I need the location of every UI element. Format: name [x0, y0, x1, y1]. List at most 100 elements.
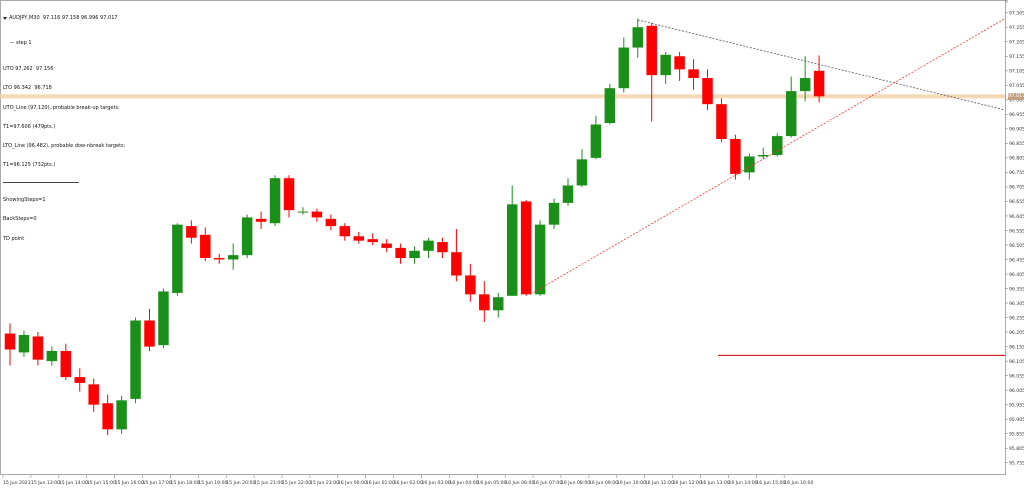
candlestick-series — [4, 18, 1005, 436]
bull-candle — [506, 204, 518, 296]
bull-candle — [493, 297, 504, 311]
price-tick-label: 95.755 — [1009, 461, 1024, 467]
time-tick-label: 16 Jun 01:00 — [366, 480, 395, 486]
price-tick-label: 96.305 — [1009, 301, 1024, 307]
time-tick-label: 15 Jun 14:00 — [59, 480, 88, 486]
bull-candle — [548, 202, 560, 225]
bear-candle — [451, 252, 462, 276]
price-tick-label: 96.655 — [1009, 199, 1024, 205]
info-line: ShowingSteps=1 — [3, 197, 46, 204]
symbol-quote: AUDJPY,M30 97.116 97.158 96.996 97.017 — [9, 14, 118, 21]
bear-candle — [325, 218, 337, 227]
bull-candle — [632, 27, 643, 48]
info-line: UTO_Line (97.120), probable break-up tar… — [3, 104, 120, 111]
time-tick-label: 15 Jun 20:00 — [226, 480, 255, 486]
price-axis[interactable]: 97.305 97.255 97.205 97.155 97.105 97.055 97.0… — [1005, 11, 1024, 467]
triangle-down-icon[interactable] — [3, 16, 7, 20]
price-tick-label: 97.305 — [1009, 11, 1024, 17]
time-tick-label: 16 Jun 05:00 — [477, 480, 506, 486]
bear-candle — [437, 242, 448, 253]
bear-candle — [88, 384, 99, 405]
price-tick-label: 96.555 — [1009, 228, 1024, 234]
bear-candle — [186, 226, 197, 238]
bear-candle — [255, 218, 267, 222]
bear-candle — [730, 139, 741, 174]
bull-candle — [269, 178, 281, 224]
info-line: T1=97.606 (479pts.) — [3, 123, 56, 130]
current-price-label: 97.017 — [1008, 92, 1024, 100]
price-tick-label: 96.205 — [1009, 330, 1024, 336]
price-tick-label: 95.805 — [1009, 446, 1024, 452]
price-tick-label: 96.905 — [1009, 127, 1024, 133]
time-tick-label: 16 Jun 12:00 — [673, 480, 702, 486]
time-tick-label: 15 Jun 17:00 — [143, 480, 172, 486]
price-tick-label: 97.155 — [1009, 54, 1024, 60]
price-tick-label: 95.855 — [1009, 432, 1024, 438]
price-tick-label: 96.605 — [1009, 214, 1024, 220]
chart-frame — [0, 0, 1006, 475]
bull-candle — [772, 136, 783, 155]
bear-candle — [674, 56, 685, 70]
time-tick-label: 16 Jun 03:00 — [422, 480, 451, 486]
bear-candle — [395, 247, 406, 259]
price-tick-label: 96.005 — [1009, 388, 1024, 394]
bear-candle — [702, 78, 713, 105]
bear-candle — [646, 25, 657, 76]
time-tick-label: 16 Jun 10:00 — [617, 480, 646, 486]
time-tick-label: 16 Jun 16:00 — [784, 480, 813, 486]
bull-candle — [744, 156, 755, 173]
bull-candle — [46, 350, 58, 362]
bear-candle — [283, 178, 295, 211]
price-tick-label: 97.255 — [1009, 25, 1024, 31]
price-tick-label: 96.055 — [1009, 373, 1024, 379]
bear-candle — [32, 336, 44, 360]
indicator-name-row: — step 1 — [3, 34, 125, 53]
time-tick-label: 15 Jun 2023 — [3, 480, 31, 486]
bull-candle — [423, 240, 434, 251]
price-tick-label: 96.705 — [1009, 185, 1024, 191]
time-tick-label: 15 Jun 23:00 — [310, 480, 339, 486]
time-tick-label: 16 Jun 06:00 — [505, 480, 534, 486]
bear-candle — [353, 236, 364, 241]
time-tick-label: 16 Jun 04:00 — [449, 480, 478, 486]
info-line: LTO_Line (96.482), probable dow-nbreak t… — [3, 142, 126, 149]
price-tick-label: 97.105 — [1009, 69, 1024, 75]
bull-candle — [660, 54, 671, 76]
time-tick-label: 16 Jun 09:00 — [589, 480, 618, 486]
bull-candle — [297, 211, 309, 213]
bear-candle — [367, 239, 378, 243]
info-line: BackSteps=0 — [3, 216, 37, 223]
bear-candle — [74, 377, 85, 383]
time-tick-label: 16 Jun 14:00 — [728, 480, 757, 486]
indicator-name: step 1 — [15, 40, 32, 47]
bear-candle — [479, 294, 490, 311]
price-tick-label: 96.455 — [1009, 257, 1024, 263]
bear-candle — [102, 403, 113, 430]
bull-candle — [116, 400, 127, 430]
bear-candle — [200, 234, 211, 259]
price-tick-label: 96.855 — [1009, 141, 1024, 147]
time-tick-label: 16 Jun 15:00 — [756, 480, 785, 486]
bull-candle — [799, 78, 811, 92]
trendlines — [529, 18, 1006, 295]
bull-candle — [590, 124, 602, 158]
time-tick-label: 16 Jun 00:00 — [338, 480, 367, 486]
time-tick-label: 16 Jun 07:00 — [533, 480, 562, 486]
bull-candle — [534, 224, 546, 295]
indicator-line-icon: — — [9, 40, 16, 47]
info-line: LTO 96.342 96.718 — [3, 85, 52, 92]
current-price-band-line — [0, 94, 1005, 99]
bull-candle — [158, 291, 169, 346]
price-tick-label: 95.905 — [1009, 417, 1024, 423]
price-tick-label: 95.955 — [1009, 402, 1024, 408]
time-tick-label: 16 Jun 13:00 — [701, 480, 730, 486]
bear-candle — [381, 243, 392, 248]
time-tick-label: 15 Jun 15:00 — [87, 480, 116, 486]
close-icon[interactable]: × — [1004, 0, 1010, 5]
bull-candle — [576, 159, 588, 186]
price-tick-label: 96.255 — [1009, 315, 1024, 321]
time-tick-label: 15 Jun 16:00 — [115, 480, 144, 486]
symbol-row[interactable]: AUDJPY,M30 97.116 97.158 96.996 97.017 — [3, 15, 125, 21]
